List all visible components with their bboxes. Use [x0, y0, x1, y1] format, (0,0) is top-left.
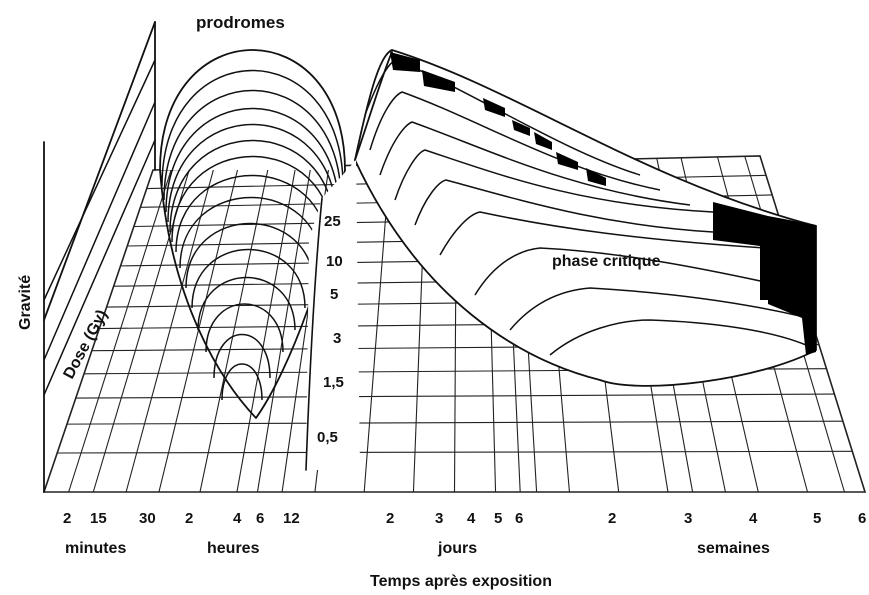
tick-heures: 2 — [185, 510, 193, 527]
critical-band — [379, 121, 691, 206]
prodromes-band — [205, 303, 284, 353]
tick-jours: 5 — [494, 510, 502, 527]
grid-line — [236, 166, 297, 493]
tick-jours: 4 — [467, 510, 476, 527]
tick-semaines: 3 — [684, 510, 692, 527]
critical-band — [509, 287, 801, 331]
dose-tick: 3 — [333, 330, 341, 347]
grid-line — [363, 164, 391, 493]
prodromes-band — [161, 69, 344, 187]
dose-tick: 5 — [330, 286, 338, 303]
unit-semaines: semaines — [697, 540, 770, 557]
gravite-axis-label: Gravité — [17, 275, 34, 330]
critical-band — [549, 319, 807, 356]
back-wall — [43, 21, 156, 493]
prodromes-band — [163, 89, 342, 201]
dose-ticks: 25 10 5 3 1,5 0,5 — [317, 213, 344, 446]
critical-band — [414, 179, 714, 233]
prodromes-band — [169, 139, 336, 233]
time-units: minutes heures jours semaines — [65, 540, 770, 557]
tick-heures: 12 — [283, 510, 300, 527]
tick-semaines: 4 — [749, 510, 758, 527]
time-ticks: 2 15 30 2 4 6 12 2 3 4 5 6 2 3 4 5 6 — [63, 510, 866, 527]
unit-jours: jours — [437, 540, 477, 557]
prodromes-band — [165, 107, 340, 213]
critical-band — [394, 149, 714, 213]
unit-minutes: minutes — [65, 540, 126, 557]
critical-slope — [354, 51, 393, 161]
tick-minutes: 15 — [90, 510, 107, 527]
grid-line — [125, 168, 215, 493]
prodromes-band — [167, 123, 338, 223]
prodromes-band — [159, 49, 346, 171]
tick-jours: 2 — [386, 510, 394, 527]
tick-heures: 6 — [256, 510, 264, 527]
phase-critique-label: phase critique — [552, 253, 661, 270]
dose-scale-wall — [305, 160, 360, 471]
dose-tick: 0,5 — [317, 429, 338, 446]
x-axis-title: Temps après exposition — [370, 573, 552, 590]
prodromes-band — [221, 363, 263, 401]
prodromes-band — [197, 276, 296, 331]
tick-semaines: 5 — [813, 510, 821, 527]
critical-phase-shading — [390, 52, 816, 355]
tick-minutes: 2 — [63, 510, 71, 527]
unit-heures: heures — [207, 540, 260, 557]
tick-heures: 4 — [233, 510, 242, 527]
critical-phase-bands — [354, 49, 817, 387]
tick-semaines: 6 — [858, 510, 866, 527]
prodromes-band — [185, 222, 315, 289]
grid-line — [68, 169, 172, 493]
dose-tick: 25 — [324, 213, 341, 230]
prodromes-label: prodromes — [196, 13, 285, 32]
grid-line — [256, 166, 312, 493]
tick-jours: 6 — [515, 510, 523, 527]
prodromes-band — [191, 248, 306, 309]
prodromes-band — [179, 196, 323, 269]
tick-semaines: 2 — [608, 510, 616, 527]
critical-band — [474, 247, 766, 296]
grid-line — [199, 167, 269, 493]
tick-jours: 3 — [435, 510, 443, 527]
prodromes-band — [213, 333, 271, 379]
dose-tick: 1,5 — [323, 374, 344, 391]
dose-tick: 10 — [326, 253, 343, 270]
floor-outline — [42, 155, 867, 493]
critical-band — [439, 211, 766, 256]
tick-minutes: 30 — [139, 510, 156, 527]
